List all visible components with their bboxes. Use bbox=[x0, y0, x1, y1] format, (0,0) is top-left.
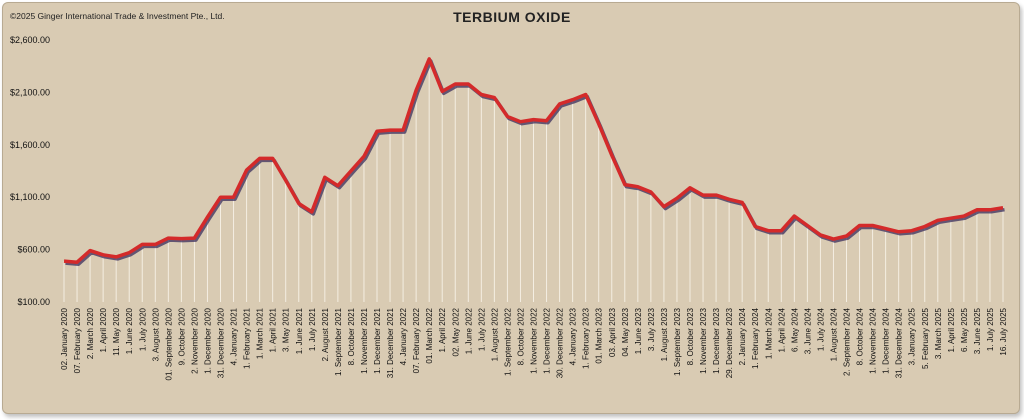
x-tick-label: 31. December 2021 bbox=[386, 307, 395, 378]
x-tick-label: 1. August 2022 bbox=[490, 307, 499, 361]
y-tick-label: $1,100.00 bbox=[10, 192, 50, 202]
x-tick-label: 1. June 2022 bbox=[464, 307, 473, 354]
x-tick-label: 29. December 2023 bbox=[725, 307, 734, 378]
x-tick-label: 1. November 2022 bbox=[530, 307, 539, 373]
x-tick-label: 07. February 2020 bbox=[73, 307, 82, 373]
x-tick-label: 16. July 2025 bbox=[999, 307, 1008, 355]
x-tick-label: 3. July 2023 bbox=[647, 307, 656, 351]
x-tick-label: 3. June 2024 bbox=[803, 307, 812, 354]
series-line bbox=[63, 57, 1004, 264]
x-tick-label: 1. July 2020 bbox=[138, 307, 147, 351]
series-terbium-oxide bbox=[63, 57, 1005, 266]
x-tick-label: 1. July 2024 bbox=[816, 307, 825, 351]
x-tick-label: 1. April 2024 bbox=[777, 307, 786, 352]
x-tick-label: 2. November 2020 bbox=[190, 307, 199, 373]
x-tick-label: 4. January 2023 bbox=[569, 307, 578, 365]
x-tick-label: 8. October 2021 bbox=[347, 307, 356, 365]
x-tick-label: 1. April 2022 bbox=[438, 307, 447, 352]
x-tick-label: 1. December 2021 bbox=[373, 307, 382, 373]
x-tick-label: 1. November 2021 bbox=[360, 307, 369, 373]
x-tick-label: 3. January 2025 bbox=[908, 307, 917, 365]
x-tick-label: 30. December 2022 bbox=[556, 307, 565, 378]
x-tick-label: 1. July 2025 bbox=[986, 307, 995, 351]
x-tick-label: 3. March 2025 bbox=[934, 307, 943, 359]
x-tick-label: 1. September 2021 bbox=[334, 307, 343, 376]
x-tick-label: 01. September 2020 bbox=[164, 307, 173, 380]
chart-title: TERBIUM OXIDE bbox=[453, 9, 571, 25]
x-tick-label: 4. January 2022 bbox=[399, 307, 408, 365]
x-tick-label: 02. January 2020 bbox=[60, 307, 69, 369]
x-tick-label: 1. February 2024 bbox=[751, 307, 760, 368]
x-tick-label: 8. October 2024 bbox=[856, 307, 865, 365]
y-tick-label: $2,600.00 bbox=[10, 35, 50, 45]
drop-lines bbox=[63, 58, 1004, 302]
x-tick-label: 9. October 2020 bbox=[177, 307, 186, 365]
y-tick-label: $1,600.00 bbox=[10, 140, 50, 150]
x-tick-label: 07. February 2022 bbox=[412, 307, 421, 373]
x-tick-label: 1. December 2022 bbox=[543, 307, 552, 373]
x-tick-label: 1. June 2020 bbox=[125, 307, 134, 354]
x-tick-label: 2. September 2024 bbox=[843, 307, 852, 376]
x-tick-label: 1. February 2023 bbox=[582, 307, 591, 368]
x-tick-label: 6. May 2025 bbox=[960, 307, 969, 352]
x-tick-label: 04. May 2023 bbox=[621, 307, 630, 356]
x-tick-label: 1. November 2024 bbox=[869, 307, 878, 373]
x-tick-label: 1. June 2021 bbox=[295, 307, 304, 354]
x-tick-label: 1. March 2021 bbox=[256, 307, 265, 359]
y-axis: $100.00 $600.00 $1,100.00 $1,600.00 $2,100.0… bbox=[10, 35, 50, 307]
chart-panel bbox=[2, 2, 1020, 414]
x-tick-label: 01. March 2023 bbox=[595, 307, 604, 363]
x-tick-label: 31. December 2024 bbox=[895, 307, 904, 378]
x-tick-label: 1. November 2023 bbox=[699, 307, 708, 373]
x-tick-label: 4. January 2021 bbox=[230, 307, 239, 365]
x-tick-label: 1. September 2023 bbox=[673, 307, 682, 376]
x-tick-label: 1. April 2025 bbox=[947, 307, 956, 352]
x-tick-label: 5. February 2025 bbox=[921, 307, 930, 368]
x-tick-label: 1. December 2023 bbox=[712, 307, 721, 373]
x-tick-label: 1. June 2023 bbox=[634, 307, 643, 354]
x-tick-label: 3. June 2025 bbox=[973, 307, 982, 354]
x-tick-label: 3. August 2020 bbox=[151, 307, 160, 361]
x-tick-label: 6. May 2024 bbox=[790, 307, 799, 352]
x-tick-label: 2. March 2020 bbox=[86, 307, 95, 359]
x-tick-label: 8. October 2022 bbox=[516, 307, 525, 365]
x-tick-label: 1. July 2021 bbox=[308, 307, 317, 351]
x-tick-label: 1. August 2023 bbox=[660, 307, 669, 361]
x-tick-label: 11. May 2020 bbox=[112, 307, 121, 355]
x-tick-label: 1. September 2022 bbox=[503, 307, 512, 376]
x-tick-label: 03. April 2023 bbox=[608, 307, 617, 356]
x-tick-label: 1. December 2024 bbox=[882, 307, 891, 373]
x-tick-label: 1. July 2022 bbox=[477, 307, 486, 351]
x-tick-label: 1. March 2024 bbox=[764, 307, 773, 359]
x-tick-label: 31. December 2020 bbox=[217, 307, 226, 378]
x-tick-label: 8. October 2023 bbox=[686, 307, 695, 365]
x-tick-label: 1. August 2024 bbox=[829, 307, 838, 361]
x-tick-label: 02. May 2022 bbox=[451, 307, 460, 356]
x-tick-label: 01. March 2022 bbox=[425, 307, 434, 363]
x-tick-label: 1. April 2021 bbox=[269, 307, 278, 352]
series-shadow bbox=[65, 59, 1005, 266]
x-tick-label: 1. December 2020 bbox=[203, 307, 212, 373]
y-tick-label: $600.00 bbox=[17, 245, 50, 255]
x-tick-label: 3. May 2021 bbox=[282, 307, 291, 352]
x-tick-label: 2. August 2021 bbox=[321, 307, 330, 361]
copyright-notice: ©2025 Ginger International Trade & Inves… bbox=[10, 11, 225, 21]
y-tick-label: $2,100.00 bbox=[10, 87, 50, 97]
x-axis: 02. January 2020 07. February 2020 2. Marc… bbox=[60, 307, 1008, 380]
x-tick-label: 1. April 2020 bbox=[99, 307, 108, 352]
x-tick-label: 2. January 2024 bbox=[738, 307, 747, 365]
x-tick-label: 1. February 2021 bbox=[243, 307, 252, 368]
y-tick-label: $100.00 bbox=[17, 297, 50, 307]
